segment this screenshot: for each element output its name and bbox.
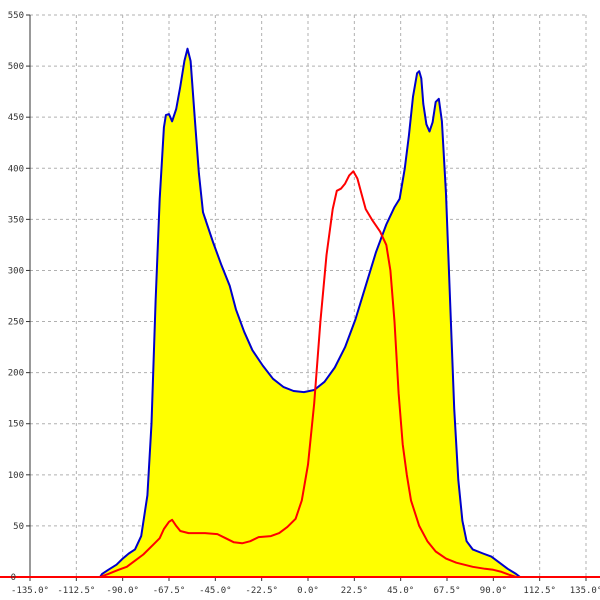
x-tick-label: 22.5°: [341, 586, 368, 596]
y-tick-label: 50: [13, 522, 24, 532]
x-tick-label: 90.0°: [480, 586, 507, 596]
y-tick-label: 450: [8, 113, 24, 123]
series-area-fill: [100, 48, 521, 577]
x-tick-label: -67.5°: [153, 586, 186, 596]
y-tick-label: 550: [8, 11, 24, 21]
y-tick-label: 500: [8, 62, 24, 72]
y-tick-label: 300: [8, 266, 24, 276]
x-tick-label: -112.5°: [57, 586, 95, 596]
x-tick-label: 135.0°: [570, 586, 600, 596]
series-line-red: [99, 170, 517, 578]
line-layer: [99, 47, 521, 578]
y-tick-label: 250: [8, 318, 24, 328]
axes: [0, 14, 600, 581]
x-tick-label: 0.0°: [297, 586, 319, 596]
y-tick-label: 0: [11, 573, 16, 583]
y-tick-label: 350: [8, 215, 24, 225]
series-line-blue: [99, 47, 521, 578]
y-tick-label: 200: [8, 369, 24, 379]
x-tick-label: 67.5°: [433, 586, 460, 596]
x-tick-label: -90.0°: [106, 586, 139, 596]
y-tick-label: 100: [8, 471, 24, 481]
x-tick-label: 112.5°: [523, 586, 556, 596]
tick-labels: -135.0° -112.5° -90.0° -67.5° -45.0° -22.5° 0.…: [8, 11, 600, 596]
x-tick-label: -45.0°: [199, 586, 232, 596]
y-tick-label: 150: [8, 420, 24, 430]
y-tick-label: 400: [8, 164, 24, 174]
x-tick-label: 45.0°: [387, 586, 414, 596]
x-tick-label: -135.0°: [11, 586, 49, 596]
area-layer: [100, 48, 521, 577]
x-tick-label: -22.5°: [245, 586, 278, 596]
